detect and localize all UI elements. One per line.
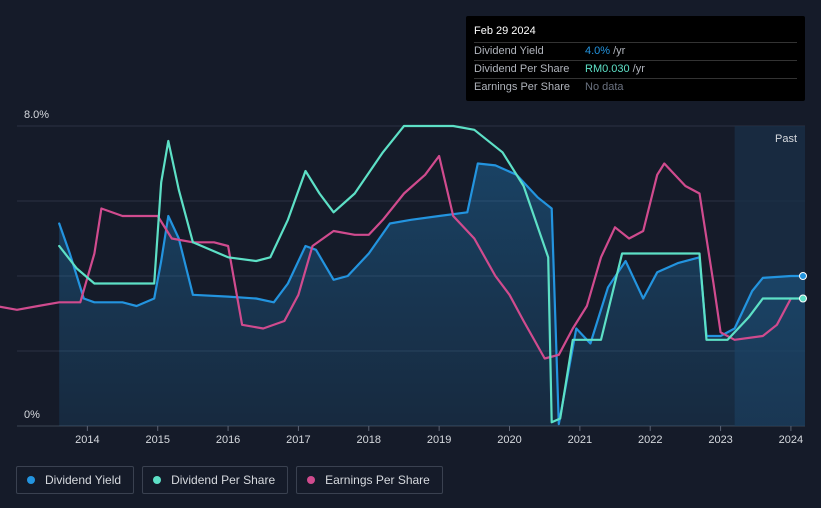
tooltip-value: 4.0% [585,45,611,57]
tooltip-row-dividend-per-share: Dividend Per Share RM0.030 /yr [474,60,797,78]
series-end-marker [799,294,807,303]
tooltip: Feb 29 2024 Dividend Yield 4.0% /yr Divi… [466,16,805,101]
series-end-marker [799,272,807,280]
tooltip-unit: /yr [632,63,645,75]
series-area-dividend-yield [59,163,805,426]
x-tick-label: 2020 [497,434,521,446]
x-axis: 2014 2015 2016 2017 2018 2019 2020 2021 2022 2023… [75,426,803,446]
tooltip-label: Dividend Per Share [474,63,570,75]
legend-item-dividend-yield[interactable]: Dividend Yield [16,466,135,494]
legend-item-dividend-per-share[interactable]: Dividend Per Share [142,466,289,494]
x-tick-label: 2024 [779,434,803,446]
legend-item-earnings-per-share[interactable]: Earnings Per Share [296,466,443,494]
x-tick-label: 2016 [216,434,240,446]
series-line-dividend-per-share [58,124,807,424]
legend-label: Dividend Per Share [171,473,276,487]
y-tick-label-top: 8.0% [24,109,49,121]
tooltip-date: Feb 29 2024 [474,25,536,37]
x-tick-label: 2018 [357,434,381,446]
tooltip-value: No data [585,81,624,93]
x-tick-label: 2017 [286,434,310,446]
x-tick-label: 2023 [708,434,732,446]
y-tick-label-bottom: 0% [24,409,40,421]
tooltip-value: RM0.030 [585,63,630,75]
legend-label: Dividend Yield [45,473,122,487]
x-tick-label: 2014 [75,434,99,446]
x-tick-label: 2015 [145,434,169,446]
tooltip-row-earnings-per-share: Earnings Per Share No data [474,78,797,96]
x-tick-label: 2021 [568,434,592,446]
legend-label: Earnings Per Share [325,473,430,487]
tooltip-unit: /yr [613,45,626,57]
x-tick-label: 2019 [427,434,451,446]
series-line-earnings-per-share [0,154,792,360]
tooltip-label: Earnings Per Share [474,81,570,93]
legend-dot-icon [153,476,162,484]
past-label: Past [775,133,797,145]
legend: Dividend Yield Dividend Per Share Earnin… [16,466,443,494]
tooltip-row-dividend-yield: Dividend Yield 4.0% /yr [474,42,797,60]
legend-dot-icon [27,476,35,484]
series-line-dividend-yield [58,162,807,426]
tooltip-label: Dividend Yield [474,45,544,57]
series-layer [0,124,807,426]
legend-dot-icon [307,476,316,484]
x-tick-label: 2022 [638,434,662,446]
